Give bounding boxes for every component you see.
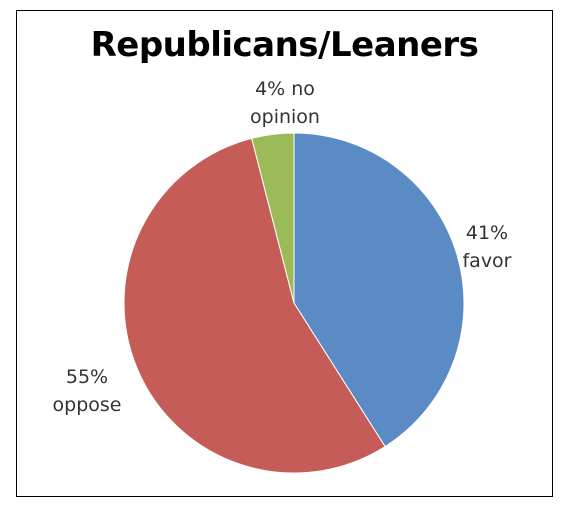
slice-label-oppose: 55% oppose xyxy=(53,366,122,416)
pie-chart: 41% favor 55% oppose 4% no opinion xyxy=(53,78,512,474)
chart-frame: Republicans/Leaners 41% favor 55% oppose 4% … xyxy=(16,10,553,497)
pie-slice-favor xyxy=(293,132,465,448)
slice-label-favor: 41% favor xyxy=(462,222,511,272)
pie-slice-opinion xyxy=(251,132,295,304)
pie-slice-oppose xyxy=(123,137,386,474)
slice-label-opinion: 4% no opinion xyxy=(250,78,320,128)
chart-title: Republicans/Leaners xyxy=(90,25,479,65)
